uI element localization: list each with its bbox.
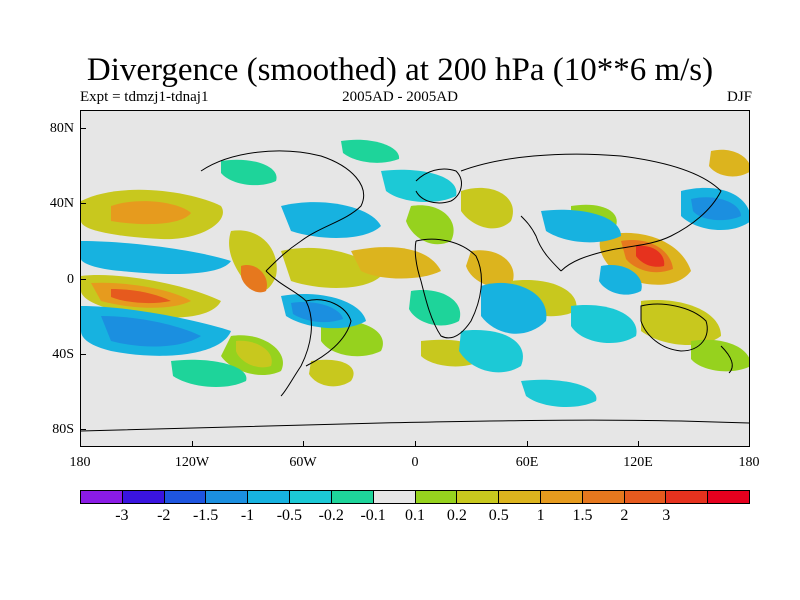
divergence-field — [81, 139, 749, 432]
lat-label-80n: 80N — [49, 121, 74, 136]
lat-label-0: 0 — [67, 272, 74, 287]
colorbar-swatch — [540, 491, 583, 503]
negative-divergence-regions — [81, 139, 749, 408]
lon-label-120e: 120E — [623, 455, 653, 470]
map-plot-area — [80, 110, 750, 447]
lat-label-40n: 40N — [49, 196, 74, 211]
season-label: DJF — [726, 89, 752, 105]
colorbar-label: -2 — [157, 507, 171, 524]
colorbar-swatch — [122, 491, 165, 503]
lon-tick-0 — [415, 441, 416, 447]
colorbar-label: 2 — [620, 507, 629, 524]
lon-label-60e: 60E — [515, 455, 539, 470]
lon-label-0: 0 — [411, 455, 419, 470]
colorbar-swatch — [708, 491, 749, 503]
map-title: Divergence (smoothed) at 200 hPa (10**6 … — [86, 52, 714, 88]
colorbar-label: 0.5 — [488, 507, 509, 524]
lon-tick-60e — [527, 441, 528, 447]
colorbar-swatch — [624, 491, 667, 503]
colorbar-label: -0.2 — [318, 507, 344, 524]
lon-tick-120w — [192, 441, 193, 447]
colorbar-label: -0.1 — [360, 507, 386, 524]
lat-tick-80s — [80, 429, 86, 430]
colorbar-label: -0.5 — [276, 507, 303, 524]
colorbar-swatch — [415, 491, 458, 503]
colorbar-swatch — [206, 491, 249, 503]
lon-tick-120e — [638, 441, 639, 447]
colorbar-label: -3 — [115, 507, 129, 524]
lat-tick-0 — [80, 279, 86, 280]
lon-label-180w: 180 — [69, 455, 91, 470]
colorbar-label: 1 — [536, 507, 545, 524]
colorbar-swatch — [582, 491, 625, 503]
colorbar-swatch — [457, 491, 500, 503]
lon-tick-180w — [80, 441, 81, 447]
lon-tick-180e — [749, 441, 750, 447]
colorbar-swatch — [331, 491, 374, 503]
colorbar-swatch — [373, 491, 416, 503]
colorbar-swatch — [164, 491, 207, 503]
lon-label-60w: 60W — [289, 455, 317, 470]
colorbar-swatch — [248, 491, 291, 503]
colorbar-swatch — [499, 491, 541, 503]
colorbar — [80, 490, 750, 504]
lat-tick-40s — [80, 354, 86, 355]
lat-tick-40n — [80, 203, 86, 204]
positive-divergence-regions — [81, 149, 749, 387]
colorbar-label: 0.1 — [405, 507, 425, 524]
lat-tick-80n — [80, 128, 86, 129]
colorbar-swatch — [81, 491, 123, 503]
lon-tick-60w — [303, 441, 304, 447]
period-label: 2005AD - 2005AD — [342, 89, 458, 105]
experiment-label: Expt = tdmzj1-tdnaj1 — [80, 89, 209, 105]
colorbar-swatch — [290, 491, 332, 503]
colorbar-swatch — [666, 491, 709, 503]
lat-label-80s: 80S — [52, 422, 74, 437]
coastlines — [81, 150, 749, 432]
colorbar-label: 3 — [662, 507, 671, 524]
lon-label-180e: 180 — [738, 455, 760, 470]
colorbar-label: -1.5 — [192, 507, 219, 524]
colorbar-label: 0.2 — [446, 507, 467, 524]
colorbar-label: 1.5 — [572, 507, 593, 524]
colorbar-label: -1 — [240, 507, 255, 524]
lat-label-40s: 40S — [52, 347, 74, 362]
lon-label-120w: 120W — [174, 455, 210, 470]
